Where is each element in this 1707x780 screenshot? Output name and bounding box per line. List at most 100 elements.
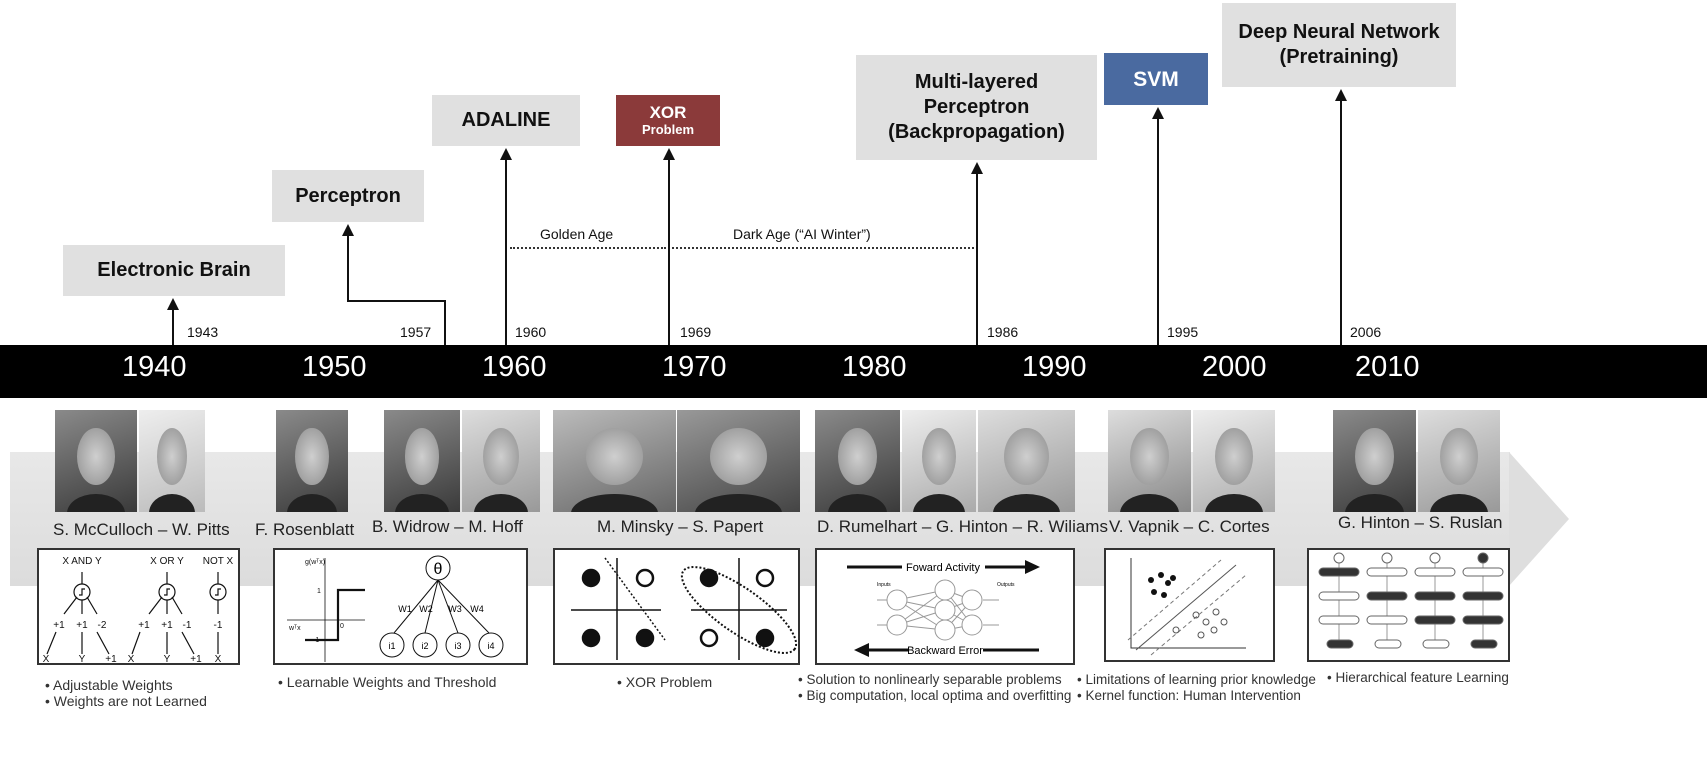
pretraining-svg xyxy=(1318,552,1504,649)
weight-label: +1 xyxy=(161,620,173,631)
layer-mark xyxy=(1318,615,1360,625)
arrow-2006 xyxy=(1340,99,1342,346)
weight-label: W3 xyxy=(448,604,462,614)
milestone-label: (Pretraining) xyxy=(1279,46,1399,68)
photo-minsky xyxy=(553,410,676,512)
photo-rosenblatt xyxy=(276,410,348,512)
bullet-item: • XOR Problem xyxy=(617,674,713,690)
decade-label: 2010 xyxy=(1355,351,1420,383)
people-name: S. McCulloch – W. Pitts xyxy=(53,520,230,539)
weight-label: -1 xyxy=(214,620,223,631)
arrow-1960 xyxy=(505,158,507,346)
photo-hoff xyxy=(462,410,540,512)
decade-label: 1980 xyxy=(842,351,907,383)
photo-mcculloch xyxy=(55,410,137,512)
milestone-label: Electronic Brain xyxy=(97,259,251,281)
milestone-mlp: Multi-layered Perceptron (Backpropagation) xyxy=(856,55,1097,160)
decade-label: 1950 xyxy=(302,351,367,383)
axis-label: 1 xyxy=(317,588,321,595)
input-label: +1 xyxy=(190,654,202,663)
year-label: 1995 xyxy=(1167,324,1199,340)
layer-mark xyxy=(1366,567,1408,577)
year-label: 1957 xyxy=(400,324,432,340)
arrow-head xyxy=(1152,107,1164,119)
layer-mark xyxy=(1414,615,1456,625)
photo-hinton-2 xyxy=(1333,410,1416,512)
decade-label: 1970 xyxy=(662,351,727,383)
weight-label: +1 xyxy=(53,620,65,631)
arrow-head xyxy=(500,148,512,160)
photo-ruslan xyxy=(1418,410,1500,512)
decade-label: 2000 xyxy=(1202,351,1267,383)
milestone-label: Multi-layered xyxy=(914,71,1039,93)
bullets-perceptron: • Learnable Weights and Threshold xyxy=(278,674,496,690)
logic-gates-svg: X AND Y X OR Y NOT X +1 +1 -2 +1 +1 -1 -… xyxy=(43,556,234,665)
milestone-label: ADALINE xyxy=(461,109,551,131)
layer-mark xyxy=(1366,591,1408,601)
perceptron-svg: g(wᵀx) 1 -1 wᵀx 0 θ W1 W2 W3 W4 i1 i2 i3… xyxy=(287,555,504,662)
photo-rumelhart xyxy=(815,410,900,512)
bullet-item: • Adjustable Weights xyxy=(45,677,173,693)
weight-label: +1 xyxy=(138,620,150,631)
input-label: +1 xyxy=(105,654,117,663)
layer-mark xyxy=(1422,639,1450,649)
layer-mark xyxy=(1414,591,1456,601)
input-label: X xyxy=(128,654,135,663)
photo-vapnik xyxy=(1108,410,1191,512)
weight-label: W4 xyxy=(470,604,484,614)
arrow-1957-elbow xyxy=(347,300,446,302)
layer-mark xyxy=(1318,591,1360,601)
bullet-item: • Limitations of learning prior knowledg… xyxy=(1077,672,1316,687)
milestone-label: (Backpropagation) xyxy=(888,121,1065,143)
arrow-1957 xyxy=(444,300,446,346)
diagram-logic-gates: X AND Y X OR Y NOT X +1 +1 -2 +1 +1 -1 -… xyxy=(37,548,240,665)
diagram-pretraining xyxy=(1307,548,1510,662)
layer-mark xyxy=(1462,591,1504,601)
golden-age-label: Golden Age xyxy=(540,226,614,242)
milestone-deep-neural-network: Deep Neural Network (Pretraining) xyxy=(1222,3,1456,87)
layer-mark xyxy=(1414,567,1456,577)
logic-not-label: NOT X xyxy=(203,556,234,567)
input-label: i1 xyxy=(388,641,395,651)
milestone-label: XOR xyxy=(649,102,687,122)
outputs-label: Outputs xyxy=(997,582,1015,588)
bullets-xor: • XOR Problem xyxy=(617,674,712,690)
people-name: M. Minsky – S. Papert xyxy=(597,517,764,536)
bullet-item: • Hierarchical feature Learning xyxy=(1327,670,1509,685)
bullets-mcculloch: • Adjustable Weights • Weights are not Le… xyxy=(45,677,207,709)
background-arrow-head xyxy=(1509,452,1569,586)
milestone-perceptron: Perceptron xyxy=(272,170,424,222)
axis-label: -1 xyxy=(313,637,319,644)
inputs-label: Inputs xyxy=(877,582,891,588)
arrow-head xyxy=(167,298,179,310)
layer-mark xyxy=(1462,615,1504,625)
photo-cortes xyxy=(1193,410,1275,512)
diagram-svm xyxy=(1104,548,1275,662)
milestone-adaline: ADALINE xyxy=(432,95,580,146)
dark-age-label: Dark Age (“AI Winter”) xyxy=(733,226,871,242)
arrow-1943 xyxy=(172,308,174,346)
layer-mark xyxy=(1326,639,1354,649)
layer-mark xyxy=(1374,639,1402,649)
backward-error-label: Backward Error xyxy=(907,645,983,657)
bullet-item: • Kernel function: Human Intervention xyxy=(1077,688,1301,703)
people-name: V. Vapnik – C. Cortes xyxy=(1109,517,1270,536)
milestone-label: Deep Neural Network xyxy=(1238,21,1440,43)
diagram-xor xyxy=(553,548,800,665)
arrow-head xyxy=(663,148,675,160)
arrow-1969 xyxy=(668,158,670,346)
input-label: X xyxy=(215,654,222,663)
weight-label: -1 xyxy=(183,620,192,631)
axis-label: 0 xyxy=(340,623,344,630)
year-label: 2006 xyxy=(1350,324,1382,340)
weight-label: W1 xyxy=(398,604,412,614)
diagram-perceptron: g(wᵀx) 1 -1 wᵀx 0 θ W1 W2 W3 W4 i1 i2 i3… xyxy=(273,548,528,665)
photo-hinton xyxy=(902,410,976,512)
logic-or-label: X OR Y xyxy=(150,556,184,567)
bullets-backprop: • Solution to nonlinearly separable prob… xyxy=(798,672,1071,704)
axis-label: wᵀx xyxy=(288,625,301,632)
decade-label: 1940 xyxy=(122,351,187,383)
bullet-item: • Learnable Weights and Threshold xyxy=(278,674,497,690)
xor-svg xyxy=(571,557,798,660)
input-label: i2 xyxy=(421,641,428,651)
